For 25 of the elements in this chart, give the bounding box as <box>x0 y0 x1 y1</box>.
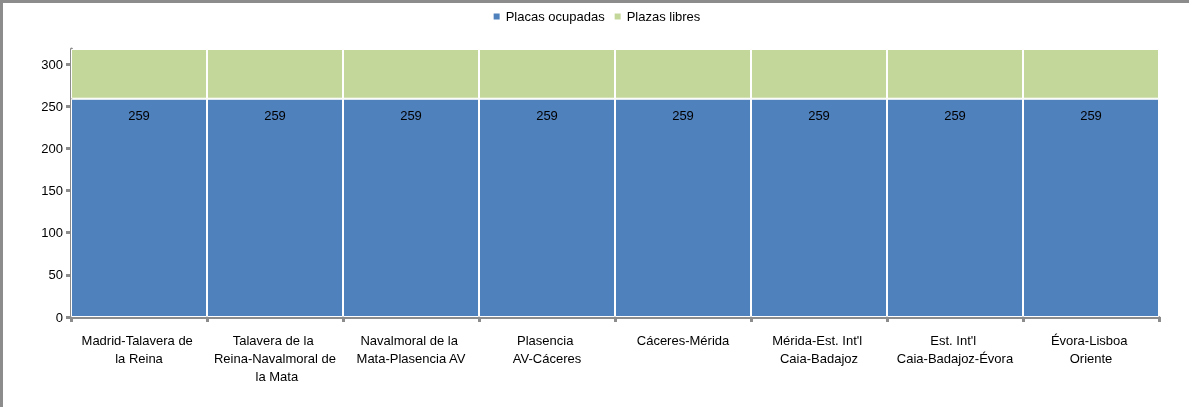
y-tick-label: 150 <box>41 183 63 199</box>
data-label: 259 <box>672 107 694 123</box>
y-tick-label: 250 <box>41 98 63 114</box>
x-tick-label: Mérida-Est. Int'l Caia-Badajoz <box>772 332 866 366</box>
y-tick-label: 100 <box>41 225 63 241</box>
data-label: 259 <box>264 107 286 123</box>
y-tick-label: 300 <box>41 56 63 72</box>
x-tick-label: Cáceres-Mérida <box>636 332 730 348</box>
data-label: 259 <box>1080 107 1102 123</box>
data-label: 259 <box>536 107 558 123</box>
legend-label: Plazas libres <box>626 9 701 24</box>
y-tick-label: 0 <box>55 309 63 325</box>
y-tick-label: 50 <box>48 267 63 283</box>
x-tick-label: Madrid-Talavera de la Reina <box>81 332 197 366</box>
data-label: 259 <box>400 107 422 123</box>
data-label: 259 <box>808 107 830 123</box>
x-tick-label: Évora-Lisboa Oriente <box>1050 332 1132 366</box>
x-tick-label: Est. Int'l Caia-Badajoz-Évora <box>896 332 1014 366</box>
legend-label: Placas ocupadas <box>505 9 606 24</box>
x-tick-label: Plasencia AV-Cáceres <box>512 332 582 366</box>
y-tick-label: 200 <box>41 140 63 156</box>
x-tick-label: Navalmoral de la Mata-Plasencia AV <box>356 332 466 366</box>
data-label: 259 <box>944 107 966 123</box>
data-label: 259 <box>128 107 150 123</box>
x-tick-label: Talavera de la Reina-Navalmoral de la Mata <box>213 332 337 384</box>
